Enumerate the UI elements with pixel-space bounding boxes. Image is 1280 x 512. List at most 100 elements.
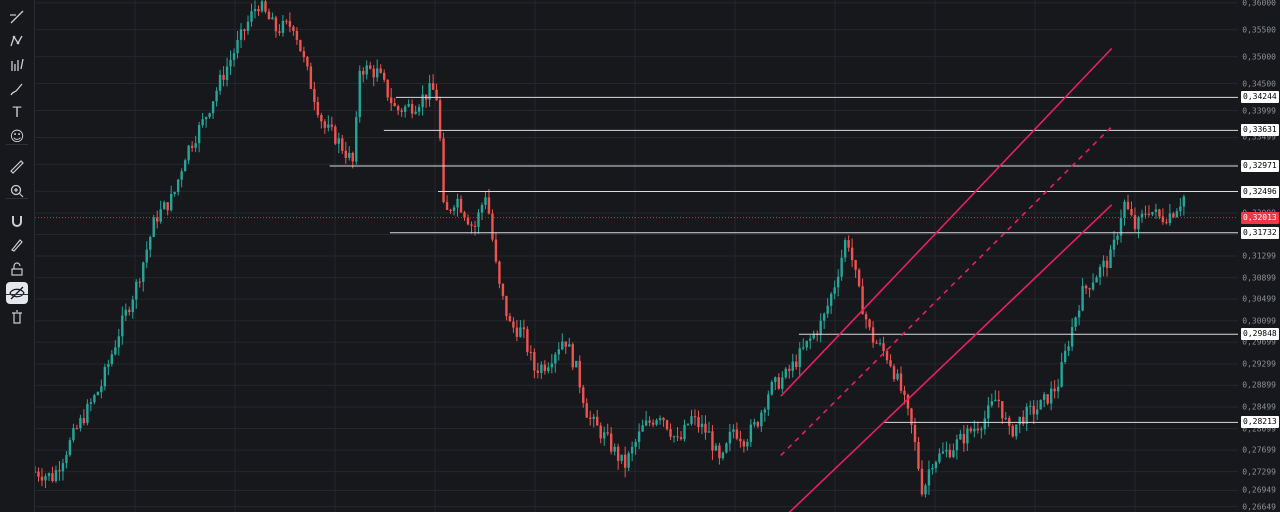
price-tick-label: 0,29699 [1242, 337, 1276, 347]
candle-body [484, 197, 487, 205]
ruler-tool-icon[interactable] [6, 156, 28, 178]
toolbar-separator [6, 198, 28, 199]
candle-body [159, 209, 162, 222]
magnet-mode-icon[interactable] [6, 210, 28, 232]
candle-body [323, 121, 327, 128]
price-tick-label: 0,30099 [1242, 316, 1276, 326]
candle-body [854, 260, 857, 270]
trend-line-tool-icon[interactable] [6, 6, 28, 28]
price-tick-label: 0,35000 [1242, 52, 1276, 62]
candle-body [1091, 282, 1095, 290]
candle-body [348, 152, 351, 158]
candle-body [829, 293, 833, 306]
candle-body [257, 8, 260, 12]
candle-body [372, 68, 375, 78]
candle-body [1070, 326, 1074, 347]
candle-body [480, 204, 484, 213]
candle-body [211, 101, 215, 114]
candle-body [903, 390, 906, 395]
candle-body [1119, 218, 1123, 236]
candle-body [393, 103, 396, 107]
lock-drawings-icon[interactable] [6, 234, 28, 256]
zoom-in-tool-icon[interactable] [6, 180, 28, 202]
brush-tool-icon[interactable] [6, 78, 28, 100]
candle-body [435, 89, 438, 101]
candle-body [1004, 418, 1007, 420]
candle-body [1032, 405, 1035, 415]
candle-body [878, 343, 882, 345]
candle-body [1074, 317, 1077, 327]
candle-body [1105, 260, 1109, 268]
candle-body [571, 344, 574, 368]
forecast-tool-icon[interactable] [6, 54, 28, 76]
candle-body [1049, 388, 1053, 404]
candle-body [1179, 206, 1182, 212]
candle-body [1081, 285, 1084, 311]
candle-body [641, 425, 644, 432]
candle-body [442, 138, 445, 203]
candle-body [190, 145, 194, 148]
candle-body [620, 454, 623, 461]
candle-body [983, 418, 987, 430]
hide-drawings-icon[interactable] [6, 282, 28, 304]
candle-body [47, 473, 51, 477]
candle-body [362, 70, 365, 75]
candle-body [421, 94, 424, 108]
candle-body [969, 428, 973, 432]
candle-body [449, 209, 452, 211]
delete-drawings-icon[interactable] [6, 306, 28, 328]
candle-body [176, 179, 180, 193]
candle-body [110, 354, 114, 365]
candle-body [232, 53, 236, 60]
candle-body [843, 240, 847, 258]
unlock-icon[interactable] [6, 258, 28, 280]
level-price-label: 0,29848 [1241, 328, 1279, 341]
emoji-tool-icon[interactable]: ☺ [9, 129, 25, 145]
toolbar-separator [6, 294, 28, 295]
candle-body [114, 347, 117, 355]
candle-body [651, 422, 655, 425]
candle-body [658, 418, 662, 421]
candle-body [218, 74, 222, 91]
candle-body [735, 429, 739, 439]
price-axis[interactable]: 0,36000 0,35500 0,35000 0,34500 0,33999 0,334… [1238, 0, 1280, 512]
pattern-tool-icon[interactable] [6, 30, 28, 52]
candle-body [784, 368, 787, 378]
candle-body [990, 401, 994, 406]
price-tick-label: 0,26949 [1242, 485, 1276, 495]
candle-body [1060, 362, 1063, 387]
candle-body [606, 432, 609, 434]
candle-body [662, 418, 665, 421]
price-chart[interactable] [35, 0, 1238, 512]
candle-body [410, 104, 414, 114]
candle-body [1168, 213, 1172, 224]
candle-body [313, 88, 316, 102]
candle-body [1102, 260, 1105, 268]
candle-body [725, 443, 728, 453]
candle-body [941, 451, 945, 454]
candle-body [187, 145, 190, 161]
candle-body [781, 377, 784, 389]
candle-body [389, 97, 393, 104]
candle-body [1084, 285, 1088, 289]
candle-body [183, 160, 187, 172]
candle-body [1042, 394, 1046, 400]
candle-body [452, 207, 456, 211]
candle-body [1165, 222, 1168, 224]
candle-body [306, 57, 309, 67]
candle-body [864, 314, 868, 320]
candle-body [1137, 217, 1140, 230]
candle-body [417, 107, 421, 112]
candle-body [910, 408, 913, 425]
candle-body [676, 436, 679, 438]
candle-body [700, 423, 704, 428]
candle-body [1182, 196, 1186, 207]
candle-body [456, 198, 459, 208]
candle-body [396, 106, 400, 111]
candle-body [644, 420, 648, 426]
candle-body [861, 286, 864, 315]
candle-body [795, 361, 798, 368]
candle-body [732, 429, 735, 432]
text-tool-icon[interactable]: T [12, 105, 22, 121]
candle-body [438, 100, 442, 139]
